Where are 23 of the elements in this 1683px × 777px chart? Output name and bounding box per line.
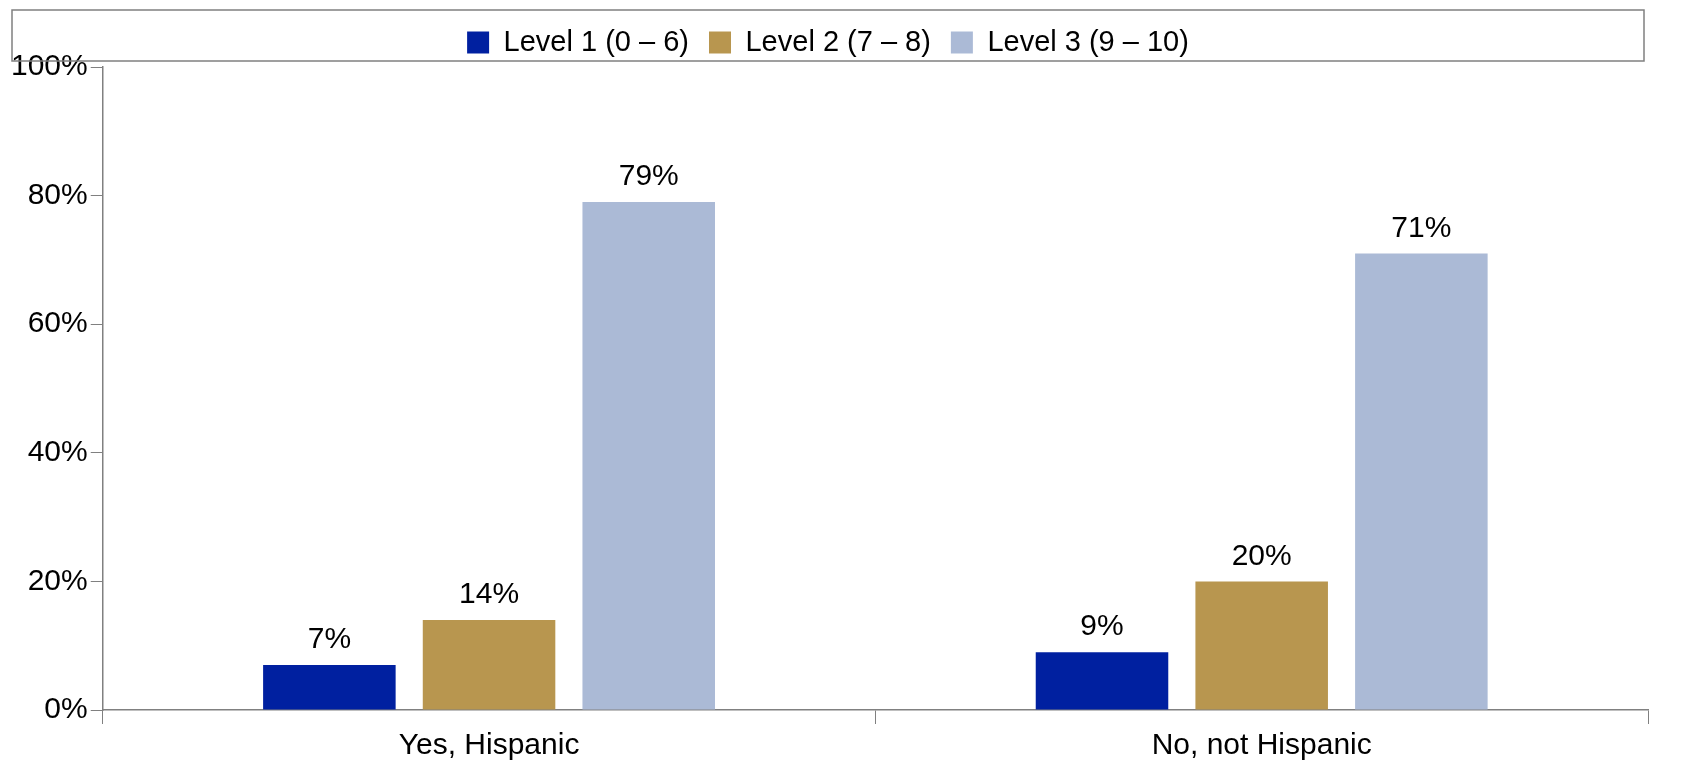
legend-label: Level 1 (0 – 6): [503, 24, 689, 57]
bar: [1195, 581, 1328, 710]
bar: [263, 664, 396, 710]
y-tick-label: 0%: [44, 691, 88, 725]
data-label: 14%: [459, 576, 520, 610]
bar: [1355, 253, 1488, 710]
y-tick-label: 60%: [27, 305, 88, 339]
x-tick-label: No, not Hispanic: [1151, 727, 1372, 761]
y-tick-label: 20%: [27, 562, 88, 596]
data-label: 71%: [1391, 209, 1452, 243]
y-tick-label: 100%: [10, 48, 88, 82]
bar: [1035, 652, 1169, 710]
x-tick-label: Yes, Hispanic: [398, 727, 580, 761]
data-label: 79%: [618, 158, 679, 192]
legend-label: Level 2 (7 – 8): [745, 24, 931, 57]
data-label: 9%: [1080, 608, 1124, 642]
bar: [582, 202, 715, 710]
legend-label: Level 3 (9 – 10): [987, 24, 1189, 57]
y-tick-label: 80%: [27, 176, 88, 210]
bar: [422, 619, 556, 710]
data-label: 7%: [307, 621, 352, 655]
y-tick-label: 40%: [27, 434, 88, 468]
data-label: 20%: [1231, 537, 1292, 571]
